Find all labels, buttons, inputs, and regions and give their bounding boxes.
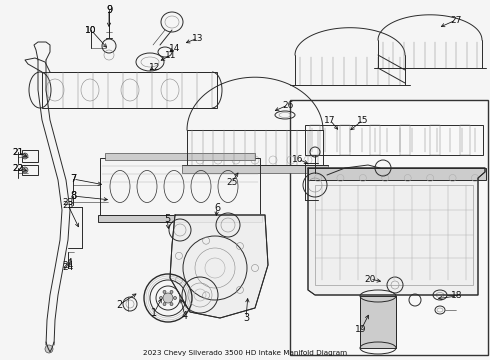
- Text: 25: 25: [226, 177, 238, 186]
- Bar: [370, 125, 380, 155]
- Circle shape: [160, 297, 163, 300]
- Circle shape: [45, 345, 53, 353]
- Bar: [460, 125, 470, 155]
- Circle shape: [163, 293, 173, 303]
- Text: 2: 2: [116, 300, 122, 310]
- Bar: [360, 296, 396, 348]
- Bar: [308, 168, 486, 180]
- Text: 22: 22: [12, 163, 24, 172]
- Text: 22: 22: [13, 163, 24, 172]
- Bar: [22, 165, 38, 175]
- Text: 20: 20: [364, 275, 376, 284]
- Text: 6: 6: [214, 203, 220, 213]
- Bar: [290, 100, 488, 355]
- Text: 16: 16: [292, 154, 304, 163]
- Text: 24: 24: [62, 261, 74, 270]
- Text: 9: 9: [106, 5, 112, 15]
- Text: 8: 8: [70, 191, 76, 201]
- Text: 23: 23: [62, 201, 74, 210]
- Circle shape: [163, 302, 166, 306]
- Bar: [100, 158, 260, 215]
- Text: 14: 14: [170, 44, 181, 53]
- Bar: [400, 125, 410, 155]
- Bar: [182, 165, 328, 173]
- Text: 10: 10: [85, 26, 97, 35]
- Text: 7: 7: [70, 174, 76, 184]
- Text: 21: 21: [12, 148, 24, 157]
- Text: 8: 8: [70, 191, 76, 201]
- Text: 18: 18: [451, 292, 463, 301]
- Text: 7: 7: [70, 174, 76, 184]
- Text: 27: 27: [450, 15, 462, 24]
- Text: 24: 24: [62, 264, 74, 273]
- Bar: [315, 185, 473, 285]
- Text: 2023 Chevy Silverado 3500 HD Intake Manifold Diagram: 2023 Chevy Silverado 3500 HD Intake Mani…: [143, 350, 347, 356]
- Circle shape: [22, 167, 28, 173]
- Text: 9: 9: [106, 5, 112, 15]
- Text: 11: 11: [165, 50, 177, 59]
- Circle shape: [22, 153, 28, 159]
- Text: 5: 5: [164, 214, 170, 224]
- Bar: [340, 125, 350, 155]
- Text: 3: 3: [243, 313, 249, 323]
- Circle shape: [163, 291, 166, 293]
- Text: 26: 26: [282, 100, 294, 109]
- Circle shape: [170, 291, 173, 293]
- Text: 13: 13: [192, 33, 204, 42]
- Polygon shape: [308, 168, 485, 295]
- Text: 17: 17: [324, 116, 336, 125]
- Text: 19: 19: [355, 325, 367, 334]
- Bar: [22, 150, 38, 162]
- Circle shape: [173, 297, 176, 300]
- Text: 1: 1: [151, 308, 157, 318]
- Text: 12: 12: [149, 63, 161, 72]
- Bar: [430, 125, 440, 155]
- Bar: [105, 153, 255, 160]
- Text: 21: 21: [13, 148, 24, 157]
- Bar: [310, 125, 320, 155]
- Polygon shape: [170, 215, 268, 318]
- Text: 4: 4: [182, 311, 188, 321]
- Bar: [305, 125, 483, 155]
- Bar: [98, 215, 262, 222]
- Text: 15: 15: [357, 116, 369, 125]
- Circle shape: [170, 302, 173, 306]
- Bar: [42, 72, 217, 108]
- Text: 10: 10: [85, 26, 97, 35]
- Text: 23: 23: [62, 198, 74, 207]
